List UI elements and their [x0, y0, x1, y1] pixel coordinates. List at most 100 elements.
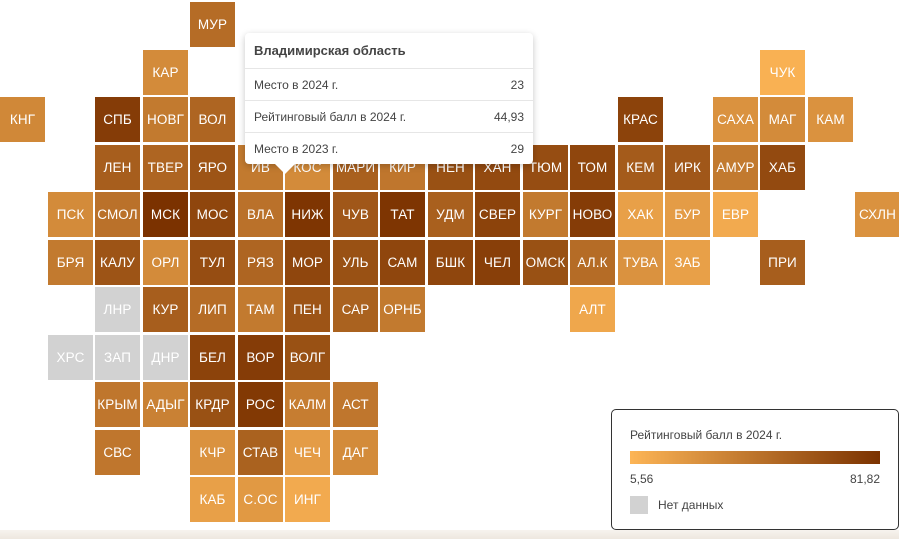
- region-tile-СВЕР[interactable]: СВЕР: [475, 192, 520, 237]
- color-legend: Рейтинговый балл в 2024 г. 5,56 81,82 Не…: [611, 409, 899, 530]
- region-tile-СПБ[interactable]: СПБ: [95, 97, 140, 142]
- region-tile-БРЯ[interactable]: БРЯ: [48, 240, 93, 285]
- region-tile-ПРИ[interactable]: ПРИ: [760, 240, 805, 285]
- tooltip-value: 44,93: [493, 109, 524, 124]
- region-tile-КРАС[interactable]: КРАС: [618, 97, 663, 142]
- tooltip-pointer: [275, 164, 295, 174]
- tooltip-label: Рейтинговый балл в 2024 г.: [254, 109, 407, 124]
- region-tile-САР[interactable]: САР: [333, 287, 378, 332]
- tooltip-value: 29: [510, 141, 524, 156]
- legend-gradient-bar: [630, 451, 880, 464]
- tooltip-row-place-2024: Место в 2024 г. 23: [245, 68, 533, 100]
- region-tile-СХЛН[interactable]: СХЛН: [855, 192, 899, 237]
- region-tile-РЯЗ[interactable]: РЯЗ: [238, 240, 283, 285]
- region-tile-ХРС[interactable]: ХРС: [48, 335, 93, 380]
- region-tile-НИЖ[interactable]: НИЖ: [285, 192, 330, 237]
- region-tile-КАЛУ[interactable]: КАЛУ: [95, 240, 140, 285]
- region-tile-УДМ[interactable]: УДМ: [428, 192, 473, 237]
- region-tile-КАБ[interactable]: КАБ: [190, 477, 235, 522]
- region-tile-АЛТ[interactable]: АЛТ: [570, 287, 615, 332]
- region-tile-СМОЛ[interactable]: СМОЛ: [95, 192, 140, 237]
- region-tile-СТАВ[interactable]: СТАВ: [238, 430, 283, 475]
- region-tile-СВС[interactable]: СВС: [95, 430, 140, 475]
- region-tile-ЧУК[interactable]: ЧУК: [760, 50, 805, 95]
- region-tile-АМУР[interactable]: АМУР: [713, 145, 758, 190]
- region-tile-ОМСК[interactable]: ОМСК: [523, 240, 568, 285]
- region-tile-КАР[interactable]: КАР: [143, 50, 188, 95]
- region-tile-НОВГ[interactable]: НОВГ: [143, 97, 188, 142]
- region-tile-ОРНБ[interactable]: ОРНБ: [380, 287, 425, 332]
- region-tile-МАГ[interactable]: МАГ: [760, 97, 805, 142]
- region-tile-УЛЬ[interactable]: УЛЬ: [333, 240, 378, 285]
- region-tile-ТАМ[interactable]: ТАМ: [238, 287, 283, 332]
- region-tile-ЯРО[interactable]: ЯРО: [190, 145, 235, 190]
- tooltip-title: Владимирская область: [254, 43, 406, 58]
- region-tile-ЧЕЧ[interactable]: ЧЕЧ: [285, 430, 330, 475]
- region-tooltip: Владимирская область Место в 2024 г. 23 …: [245, 33, 533, 174]
- region-tile-САМ[interactable]: САМ: [380, 240, 425, 285]
- tooltip-row-score-2024: Рейтинговый балл в 2024 г. 44,93: [245, 100, 533, 132]
- region-tile-КАЛМ[interactable]: КАЛМ: [285, 382, 330, 427]
- region-tile-КНГ[interactable]: КНГ: [0, 97, 45, 142]
- region-tile-ХАБ[interactable]: ХАБ: [760, 145, 805, 190]
- region-tile-ПЕН[interactable]: ПЕН: [285, 287, 330, 332]
- region-tile-ИРК[interactable]: ИРК: [665, 145, 710, 190]
- region-tile-С.ОС[interactable]: С.ОС: [238, 477, 283, 522]
- region-tile-САХА[interactable]: САХА: [713, 97, 758, 142]
- region-tile-РОС[interactable]: РОС: [238, 382, 283, 427]
- region-tile-ЛНР[interactable]: ЛНР: [95, 287, 140, 332]
- region-tile-ТУВА[interactable]: ТУВА: [618, 240, 663, 285]
- region-tile-БШК[interactable]: БШК: [428, 240, 473, 285]
- region-tile-КЧР[interactable]: КЧР: [190, 430, 235, 475]
- region-tile-ТУЛ[interactable]: ТУЛ: [190, 240, 235, 285]
- region-tile-КРЫМ[interactable]: КРЫМ: [95, 382, 140, 427]
- legend-max-label: 81,82: [849, 472, 880, 486]
- region-tile-КУРГ[interactable]: КУРГ: [523, 192, 568, 237]
- region-tile-ЛЕН[interactable]: ЛЕН: [95, 145, 140, 190]
- bottom-band: [0, 530, 899, 539]
- tooltip-value: 23: [510, 77, 524, 92]
- region-tile-ТАТ[interactable]: ТАТ: [380, 192, 425, 237]
- region-tile-ХАК[interactable]: ХАК: [618, 192, 663, 237]
- legend-title: Рейтинговый балл в 2024 г.: [630, 428, 783, 442]
- tooltip-row-place-2023: Место в 2023 г. 29: [245, 132, 533, 164]
- region-tile-ЕВР[interactable]: ЕВР: [713, 192, 758, 237]
- legend-min-label: 5,56: [630, 472, 654, 486]
- region-tile-НОВО[interactable]: НОВО: [570, 192, 615, 237]
- region-tile-ТОМ[interactable]: ТОМ: [570, 145, 615, 190]
- region-tile-ЧЕЛ[interactable]: ЧЕЛ: [475, 240, 520, 285]
- region-tile-ПСК[interactable]: ПСК: [48, 192, 93, 237]
- tooltip-label: Место в 2023 г.: [254, 141, 339, 156]
- region-tile-ВОЛ[interactable]: ВОЛ: [190, 97, 235, 142]
- region-tile-КРДР[interactable]: КРДР: [190, 382, 235, 427]
- region-tile-МОС[interactable]: МОС: [190, 192, 235, 237]
- region-tile-АЛ.К[interactable]: АЛ.К: [570, 240, 615, 285]
- region-tile-АСТ[interactable]: АСТ: [333, 382, 378, 427]
- region-tile-БУР[interactable]: БУР: [665, 192, 710, 237]
- tooltip-label: Место в 2024 г.: [254, 77, 339, 92]
- region-tile-ЧУВ[interactable]: ЧУВ: [333, 192, 378, 237]
- region-tile-ОРЛ[interactable]: ОРЛ: [143, 240, 188, 285]
- region-tile-ЛИП[interactable]: ЛИП: [190, 287, 235, 332]
- region-tile-МОР[interactable]: МОР: [285, 240, 330, 285]
- region-tile-ЗАП[interactable]: ЗАП: [95, 335, 140, 380]
- region-tile-ДАГ[interactable]: ДАГ: [333, 430, 378, 475]
- region-tile-АДЫГ[interactable]: АДЫГ: [143, 382, 188, 427]
- legend-nodata-label: Нет данных: [658, 498, 724, 512]
- region-tile-ДНР[interactable]: ДНР: [143, 335, 188, 380]
- region-tile-ТВЕР[interactable]: ТВЕР: [143, 145, 188, 190]
- region-tile-КАМ[interactable]: КАМ: [808, 97, 853, 142]
- region-tile-ЗАБ[interactable]: ЗАБ: [665, 240, 710, 285]
- region-tile-ИНГ[interactable]: ИНГ: [285, 477, 330, 522]
- region-tile-ВОР[interactable]: ВОР: [238, 335, 283, 380]
- region-tile-БЕЛ[interactable]: БЕЛ: [190, 335, 235, 380]
- region-tile-МСК[interactable]: МСК: [143, 192, 188, 237]
- region-tile-МУР[interactable]: МУР: [190, 2, 235, 47]
- region-tile-ТЮМ[interactable]: ТЮМ: [523, 145, 568, 190]
- legend-nodata-swatch: [630, 496, 648, 514]
- region-tile-ВОЛГ[interactable]: ВОЛГ: [285, 335, 330, 380]
- region-tile-КЕМ[interactable]: КЕМ: [618, 145, 663, 190]
- region-tile-КУР[interactable]: КУР: [143, 287, 188, 332]
- region-tile-ВЛА[interactable]: ВЛА: [238, 192, 283, 237]
